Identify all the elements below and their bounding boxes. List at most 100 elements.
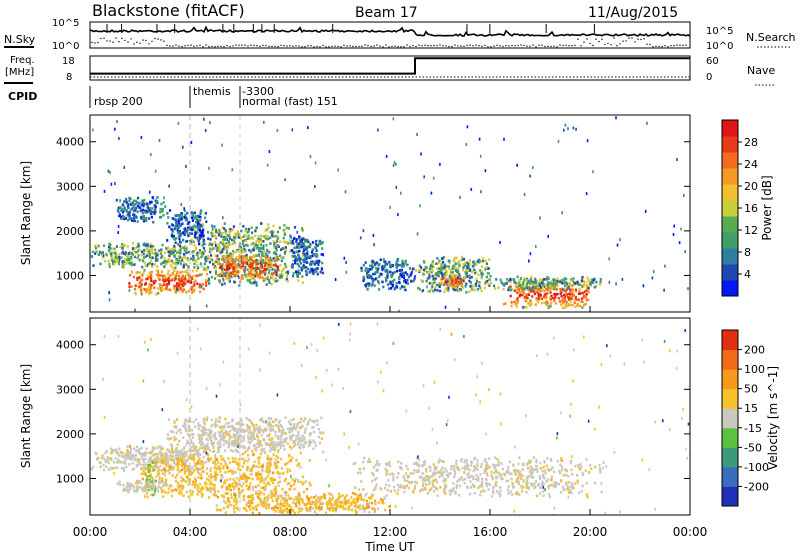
range-time-cell xyxy=(470,288,473,291)
nsearch-dot xyxy=(280,44,282,47)
range-time-cell xyxy=(299,245,302,249)
range-time-cell xyxy=(308,481,311,485)
range-time-cell xyxy=(192,442,195,446)
range-time-cell xyxy=(574,289,577,293)
range-time-cell xyxy=(523,277,527,280)
range-time-cell xyxy=(234,263,237,267)
range-time-cell xyxy=(117,224,120,228)
range-time-cell xyxy=(309,269,312,273)
range-time-cell xyxy=(253,437,256,441)
range-time-cell xyxy=(374,272,377,276)
range-time-cell xyxy=(223,238,226,241)
range-time-cell xyxy=(281,429,284,433)
range-time-cell xyxy=(228,279,231,283)
range-time-cell xyxy=(561,211,563,215)
range-time-cell xyxy=(488,258,491,261)
range-time-cell xyxy=(415,269,418,272)
range-time-cell xyxy=(433,467,436,471)
nsearch-dot xyxy=(283,44,285,47)
range-time-cell xyxy=(286,442,289,445)
range-time-cell xyxy=(213,492,216,496)
range-time-cell xyxy=(177,219,180,223)
range-time-cell xyxy=(137,460,140,463)
range-time-cell xyxy=(452,264,455,268)
nsearch-dot xyxy=(262,44,264,47)
range-time-cell xyxy=(204,481,207,484)
range-time-cell xyxy=(242,445,245,449)
range-time-cell xyxy=(171,228,174,232)
range-time-cell xyxy=(480,190,482,194)
range-time-cell xyxy=(143,495,146,498)
range-time-cell xyxy=(190,439,193,442)
range-time-cell xyxy=(480,270,484,274)
range-time-cell xyxy=(242,473,245,476)
range-time-cell xyxy=(253,443,256,447)
range-time-cell xyxy=(171,455,174,458)
range-time-cell xyxy=(255,226,258,230)
range-time-cell xyxy=(370,264,373,267)
range-time-cell xyxy=(271,268,274,271)
range-time-cell xyxy=(181,259,184,262)
range-time-cell xyxy=(222,216,224,220)
range-time-cell xyxy=(256,495,259,498)
range-time-cell xyxy=(403,490,406,494)
range-time-cell xyxy=(398,277,401,281)
range-time-cell xyxy=(536,299,539,302)
range-time-cell xyxy=(403,276,406,280)
range-time-cell xyxy=(297,463,301,466)
range-time-cell xyxy=(233,470,236,474)
nsearch-dot xyxy=(340,46,342,48)
range-time-cell xyxy=(238,458,241,461)
range-time-cell xyxy=(181,478,185,481)
range-time-cell xyxy=(160,262,163,266)
range-time-cell xyxy=(582,284,585,288)
range-time-cell xyxy=(517,289,520,293)
range-time-cell xyxy=(225,271,228,274)
range-time-cell xyxy=(222,432,225,435)
range-time-cell xyxy=(530,290,533,293)
range-time-cell xyxy=(191,449,194,452)
range-time-cell xyxy=(232,258,235,261)
range-time-cell xyxy=(210,232,213,235)
range-time-cell xyxy=(171,230,174,233)
range-time-cell xyxy=(529,288,532,291)
range-time-cell xyxy=(147,488,150,492)
range-time-cell xyxy=(167,465,170,468)
range-time-cell xyxy=(183,456,186,459)
range-time-cell xyxy=(306,246,309,249)
nsky-tick-top: 10^5 xyxy=(52,18,79,29)
range-time-cell xyxy=(245,429,248,432)
range-time-cell xyxy=(246,459,249,463)
range-time-cell xyxy=(547,286,550,289)
nsearch-dot xyxy=(247,45,249,47)
range-time-cell xyxy=(301,251,304,255)
range-time-cell xyxy=(247,230,250,233)
range-time-cell xyxy=(555,288,558,291)
range-time-cell xyxy=(191,215,194,218)
range-time-cell xyxy=(258,418,262,422)
nsearch-dot xyxy=(232,45,234,47)
range-time-cell xyxy=(101,251,103,255)
range-time-cell xyxy=(457,266,460,269)
range-time-cell xyxy=(420,487,423,491)
range-time-cell xyxy=(173,449,176,453)
range-time-cell xyxy=(551,296,555,300)
range-time-cell xyxy=(163,196,165,200)
range-time-cell xyxy=(291,456,294,460)
range-time-cell xyxy=(309,483,312,487)
range-time-cell xyxy=(125,465,128,469)
range-time-cell xyxy=(248,278,251,282)
range-time-cell xyxy=(138,448,141,451)
range-time-cell xyxy=(137,242,140,246)
range-time-cell xyxy=(469,480,472,483)
range-time-cell xyxy=(173,218,176,221)
range-time-cell xyxy=(311,241,315,244)
nsearch-dot xyxy=(391,45,393,47)
range-time-cell xyxy=(519,293,522,297)
range-time-cell xyxy=(559,280,562,283)
range-time-cell xyxy=(522,293,525,296)
range-time-cell xyxy=(90,467,93,471)
range-time-cell xyxy=(309,243,312,247)
range-time-cell xyxy=(267,226,271,230)
range-time-cell xyxy=(255,433,259,436)
